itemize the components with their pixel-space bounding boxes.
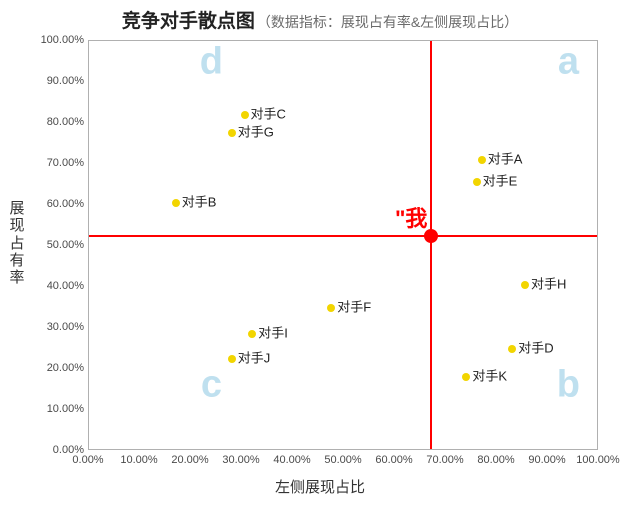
y-tick-label: 90.00% bbox=[47, 75, 84, 87]
scatter-chart: 竞争对手散点图（数据指标：展现占有率&左侧展现占比） 展现占有率 左侧展现占比 … bbox=[0, 0, 640, 506]
competitor-point bbox=[521, 281, 529, 289]
competitor-label: 对手I bbox=[258, 323, 288, 342]
competitor-point bbox=[473, 178, 481, 186]
competitor-label: 对手E bbox=[483, 171, 518, 190]
quadrant-label: c bbox=[201, 364, 222, 407]
competitor-label: 对手A bbox=[488, 148, 523, 167]
reference-line-horizontal bbox=[89, 235, 597, 237]
competitor-label: 对手H bbox=[531, 274, 566, 293]
reference-line-vertical bbox=[430, 41, 432, 449]
competitor-point bbox=[478, 156, 486, 164]
y-tick-label: 10.00% bbox=[47, 403, 84, 415]
x-tick-label: 50.00% bbox=[324, 454, 361, 466]
competitor-point bbox=[248, 330, 256, 338]
competitor-label: 对手D bbox=[518, 337, 553, 356]
y-axis-title: 展现占有率 bbox=[8, 200, 26, 286]
competitor-point bbox=[241, 111, 249, 119]
quadrant-label: d bbox=[200, 40, 223, 83]
competitor-label: 对手K bbox=[472, 366, 507, 385]
competitor-point bbox=[462, 373, 470, 381]
x-tick-label: 10.00% bbox=[120, 454, 157, 466]
y-tick-label: 50.00% bbox=[47, 239, 84, 251]
chart-title-main: 竞争对手散点图 bbox=[122, 11, 255, 32]
competitor-point bbox=[508, 345, 516, 353]
quadrant-label: b bbox=[557, 364, 580, 407]
y-tick-label: 70.00% bbox=[47, 157, 84, 169]
competitor-label: 对手B bbox=[182, 192, 217, 211]
x-tick-label: 30.00% bbox=[222, 454, 259, 466]
y-tick-label: 100.00% bbox=[41, 34, 84, 46]
y-tick-label: 60.00% bbox=[47, 198, 84, 210]
x-tick-label: 40.00% bbox=[273, 454, 310, 466]
competitor-point bbox=[228, 355, 236, 363]
y-tick-label: 80.00% bbox=[47, 116, 84, 128]
competitor-point bbox=[172, 199, 180, 207]
quadrant-label: a bbox=[558, 40, 579, 83]
competitor-label: 对手G bbox=[238, 122, 274, 141]
x-tick-label: 80.00% bbox=[477, 454, 514, 466]
competitor-label: 对手J bbox=[238, 347, 271, 366]
y-tick-label: 40.00% bbox=[47, 280, 84, 292]
competitor-label: 对手C bbox=[251, 103, 286, 122]
competitor-point bbox=[327, 304, 335, 312]
y-tick-label: 20.00% bbox=[47, 362, 84, 374]
x-tick-label: 0.00% bbox=[72, 454, 103, 466]
y-tick-label: 30.00% bbox=[47, 321, 84, 333]
chart-title: 竞争对手散点图（数据指标：展现占有率&左侧展现占比） bbox=[0, 6, 640, 33]
x-axis-title: 左侧展现占比 bbox=[0, 476, 640, 497]
chart-title-sub: （数据指标：展现占有率&左侧展现占比） bbox=[257, 14, 518, 30]
competitor-point bbox=[228, 129, 236, 137]
x-tick-label: 70.00% bbox=[426, 454, 463, 466]
x-tick-label: 60.00% bbox=[375, 454, 412, 466]
competitor-label: 对手F bbox=[337, 296, 371, 315]
x-tick-label: 100.00% bbox=[576, 454, 619, 466]
me-label: "我 bbox=[395, 201, 427, 233]
plot-area: a b c d 对手A 对手B 对手C 对手D 对手E 对手F 对手G 对手H 对手I 对手J 对手K "我 bbox=[88, 40, 598, 450]
x-tick-label: 20.00% bbox=[171, 454, 208, 466]
x-tick-label: 90.00% bbox=[528, 454, 565, 466]
